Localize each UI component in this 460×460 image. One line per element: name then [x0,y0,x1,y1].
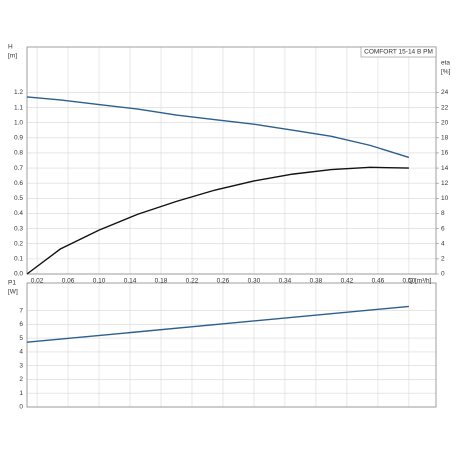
y2-tick-label: 22 [441,104,449,111]
y2-tick-label: 12 [441,180,449,187]
x-tick-label: 0.34 [279,278,292,285]
x-tick-label: 0.50 [403,278,416,285]
y2-tick-label: 0 [441,271,445,278]
y-tick-label: 3 [19,362,23,369]
y-tick-label: 7 [19,307,23,314]
y-tick-label: 4 [19,349,23,356]
y-tick-label: 0.8 [14,150,23,157]
x-tick-label: 0.14 [124,278,137,285]
x-tick-label: 0.46 [372,278,385,285]
y2-tick-label: 18 [441,135,449,142]
y-tick-label: 1.1 [14,104,23,111]
y2-axis-unit: [%] [441,69,451,76]
y-tick-label: 1.2 [14,89,23,96]
y-axis-label: P1 [8,280,16,287]
y2-tick-label: 24 [441,89,449,96]
plot-frame [26,46,437,275]
title-box [360,46,437,58]
y-tick-label: 5 [19,335,23,342]
y-tick-label: 0.2 [14,240,23,247]
y-tick-label: 1 [19,390,23,397]
y2-tick-label: 10 [441,195,449,202]
y-axis-unit: [W] [8,289,18,296]
y-tick-label: 0.4 [14,210,23,217]
y2-tick-label: 4 [441,240,445,247]
y2-tick-label: 20 [441,119,449,126]
y-tick-label: 0.6 [14,180,23,187]
y-tick-label: 1.0 [14,119,23,126]
x-tick-label: 0.10 [93,278,106,285]
curve [26,166,409,275]
y2-tick-label: 14 [441,165,449,172]
x-axis-label: Q [m³/h] [408,278,432,285]
curve [26,305,409,343]
y2-tick-label: 6 [441,225,445,232]
y2-tick-label: 16 [441,150,449,157]
x-tick-label: 0.42 [341,278,354,285]
curve [26,96,410,159]
x-tick-label: 0.30 [248,278,261,285]
x-tick-label: 0.22 [186,278,199,285]
y2-axis-label: eta [441,60,450,67]
y2-tick-label: 2 [441,256,445,263]
y-tick-label: 6 [19,321,23,328]
y-tick-label: 0.9 [14,135,23,142]
y-tick-label: 0.1 [14,256,23,263]
x-tick-label: 0.06 [62,278,75,285]
y-axis-unit: [m] [8,53,17,60]
x-tick-label: 0.18 [155,278,168,285]
y-tick-label: 2 [19,376,23,383]
y-tick-label: 0.5 [14,195,23,202]
y-axis-label: H [8,44,13,51]
x-tick-label: 0.38 [310,278,323,285]
x-tick-label: 0.26 [217,278,230,285]
y-tick-label: 0.7 [14,165,23,172]
y-tick-label: 0.0 [14,271,23,278]
y-tick-label: 0 [19,404,23,411]
x-tick-label: 0.02 [31,278,44,285]
y-tick-label: 0.3 [14,225,23,232]
y2-tick-label: 8 [441,210,445,217]
chart-title: COMFORT 15-14 B PM [364,49,433,56]
plot-frame [26,282,437,408]
